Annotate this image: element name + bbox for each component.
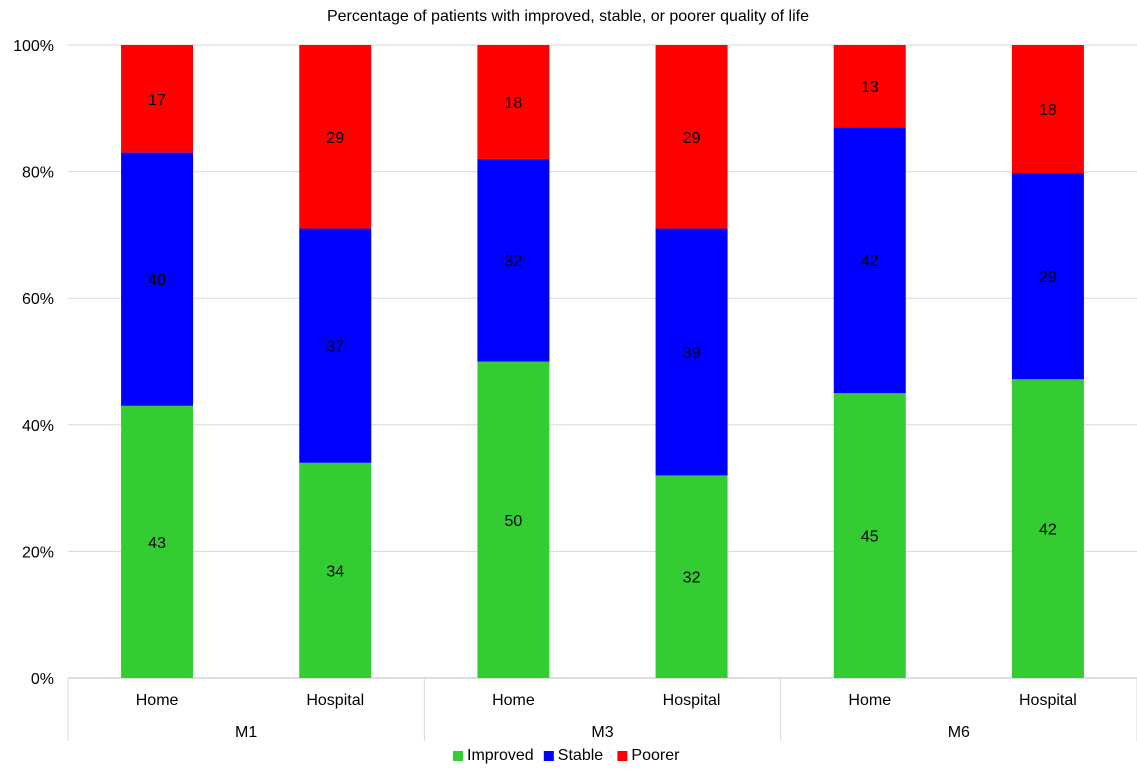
x-group-label: M6 [948,724,970,741]
data-label: 29 [1039,269,1057,286]
bar-segment-improved [655,475,728,678]
data-label: 39 [683,345,701,362]
data-label: 32 [505,253,523,270]
bar-segment-poorer [121,45,194,153]
bar-segment-stable [121,152,194,406]
data-label: 40 [148,272,166,289]
data-label: 18 [505,95,523,112]
x-tick-label: Home [136,692,179,709]
bar-segment-improved [833,393,906,678]
legend-swatch-stable [543,751,554,761]
legend-swatch-poorer [617,751,628,761]
bar-segment-stable [477,158,550,362]
x-tick-label: Hospital [1019,692,1077,709]
legend-label: Improved [467,747,534,764]
data-label: 17 [148,92,166,109]
bar-segment-poorer [655,45,728,229]
data-label: 34 [326,563,344,580]
data-label: 45 [861,529,879,546]
legend-swatch-improved [453,751,463,761]
legend: Improved Stable Poorer [453,747,680,764]
bar-segment-improved [121,405,194,678]
data-label: 18 [1039,102,1057,119]
bar-segment-improved [299,462,372,678]
x-group-label: M3 [591,724,613,741]
legend-label: Poorer [631,747,680,764]
y-tick-label: 80% [22,165,54,182]
bar-segment-poorer [477,45,550,159]
y-tick-label: 20% [22,544,54,561]
gridlines [68,44,1137,679]
data-label: 37 [326,339,344,356]
bar-segment-poorer [299,45,372,229]
data-label: 50 [505,513,523,530]
data-label: 29 [326,130,344,147]
bar-segment-stable [299,228,372,463]
x-tick-label: Home [848,692,891,709]
bar-segment-stable [833,127,906,394]
y-tick-label: 0% [31,671,54,688]
chart-title: Percentage of patients with improved, st… [327,8,809,25]
bar-segment-poorer [833,45,906,128]
bar-segment-stable [1011,173,1084,380]
y-tick-label: 60% [22,291,54,308]
bar-segment-improved [477,361,550,678]
y-tick-label: 40% [22,418,54,435]
bar-segment-stable [655,228,728,476]
data-label: 42 [1039,522,1057,539]
data-label: 13 [861,79,879,96]
data-label: 32 [683,570,701,587]
x-tick-label: Hospital [663,692,721,709]
legend-label: Stable [558,747,603,764]
x-group-label: M1 [235,724,257,741]
bars: 43 40 17 34 37 29 50 32 18 32 39 29 45 42 13 42 29 18 [121,45,1084,678]
y-axis-ticks: 0% 20% 40% 60% 80% 100% [13,38,54,688]
bar-segment-poorer [1011,45,1084,174]
y-tick-label: 100% [13,38,54,55]
x-tick-label: Hospital [306,692,364,709]
x-axis: Home Hospital Home Hospital Home Hospital M1 M3… [67,678,1137,741]
x-tick-label: Home [492,692,535,709]
data-label: 29 [683,130,701,147]
data-label: 43 [148,535,166,552]
bar-segment-improved [1011,379,1084,678]
data-label: 42 [861,253,879,270]
